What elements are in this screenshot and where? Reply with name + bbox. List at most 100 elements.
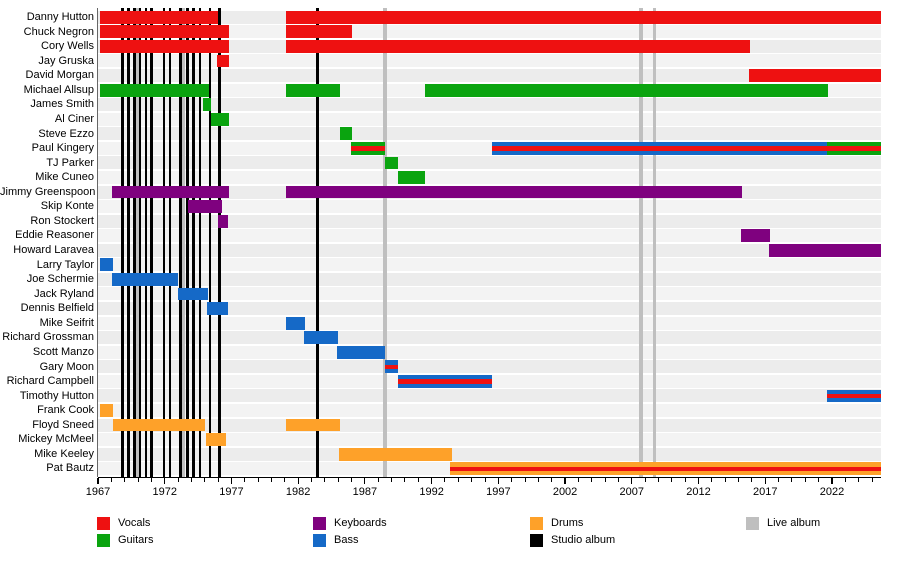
axis-minor-tick [684, 477, 686, 482]
axis-major-tick [297, 477, 299, 484]
axis-major-tick [697, 477, 700, 484]
axis-minor-tick [617, 477, 619, 482]
member-bar-stripe [826, 393, 881, 399]
row-stripe [98, 447, 881, 461]
row-stripe [98, 54, 881, 68]
member-label: Mike Keeley [34, 447, 94, 460]
row-stripe [98, 331, 881, 345]
member-label: Howard Laravea [13, 244, 94, 256]
member-bar [424, 83, 828, 97]
member-bar-stripe [398, 379, 492, 384]
member-label: Chuck Negron [23, 25, 94, 38]
member-label: Steve Ezzo [38, 127, 94, 140]
axis-minor-tick [604, 477, 606, 482]
row-stripe [98, 345, 881, 359]
member-label: Michael Allsup [23, 83, 94, 96]
legend-swatch-live [746, 517, 759, 530]
row-stripe [98, 214, 881, 228]
axis-minor-tick [444, 477, 446, 482]
row-stripe [98, 170, 881, 184]
row-stripe [98, 243, 881, 257]
axis-minor-tick [724, 477, 726, 482]
axis-tick-label: 2022 [819, 485, 845, 498]
axis-minor-tick [124, 477, 126, 482]
member-bar [741, 229, 770, 243]
row-stripe [98, 200, 881, 214]
legend-swatch-keyboards [313, 517, 326, 530]
row-stripe [98, 69, 881, 82]
axis-minor-tick [751, 477, 753, 482]
member-label: Timothy Hutton [19, 389, 94, 402]
axis-tick-label: 2007 [619, 485, 645, 498]
axis-minor-tick [778, 477, 780, 482]
member-bar [286, 418, 341, 432]
axis-minor-tick [524, 477, 526, 482]
member-bar [100, 10, 219, 24]
member-label: Frank Cook [37, 404, 94, 417]
member-label: Floyd Sneed [32, 418, 94, 431]
studio-album-line [192, 8, 195, 477]
axis-minor-tick [551, 477, 553, 482]
member-label: Richard Grossman [2, 331, 94, 344]
member-bar [206, 302, 229, 315]
member-label: Al Ciner [54, 112, 94, 125]
row-stripe [98, 418, 881, 432]
member-label: Paul Kingery [31, 142, 94, 155]
studio-album-line [144, 8, 148, 477]
member-bar-stripe [826, 146, 881, 151]
member-bar [100, 258, 113, 272]
studio-album-line [150, 8, 153, 477]
axis-tick-label: 1982 [285, 485, 311, 498]
legend-swatch-drums [530, 517, 543, 530]
studio-album-line [198, 8, 202, 477]
axis-minor-tick [351, 477, 353, 482]
member-bar [304, 331, 339, 345]
axis-minor-tick [804, 477, 806, 482]
row-stripe [98, 287, 881, 301]
studio-album-line [316, 8, 319, 477]
axis-minor-tick [457, 477, 459, 482]
axis-tick-label: 1977 [219, 485, 244, 498]
studio-album-line [162, 8, 166, 477]
row-stripe [98, 302, 881, 315]
member-bar [112, 185, 229, 199]
axis-minor-tick [177, 477, 179, 482]
axis-minor-tick [858, 477, 860, 482]
member-bar [749, 69, 881, 82]
axis-major-tick [97, 477, 99, 484]
row-stripe [98, 258, 881, 272]
axis-minor-tick [190, 477, 192, 482]
row-stripe [98, 360, 881, 374]
member-bar [206, 433, 227, 446]
row-stripe [98, 403, 881, 417]
axis-minor-tick [137, 477, 139, 482]
member-bar [338, 447, 452, 461]
axis-minor-tick [404, 477, 406, 482]
member-bar [336, 345, 385, 359]
axis-minor-tick [150, 477, 152, 482]
member-label: Gary Moon [39, 360, 94, 373]
row-stripe [98, 433, 881, 447]
member-bar [398, 171, 425, 184]
member-label: James Smith [30, 98, 94, 111]
member-label: Scott Manzo [32, 345, 94, 358]
axis-major-tick [497, 477, 499, 484]
row-stripe [98, 272, 881, 286]
axis-tick-label: 1997 [486, 485, 511, 498]
member-bar [286, 25, 353, 39]
member-bar [112, 418, 205, 432]
axis-major-tick [564, 477, 566, 484]
member-label: Eddie Reasoner [15, 229, 94, 242]
axis-minor-tick [818, 477, 820, 482]
axis-minor-tick [270, 477, 272, 482]
axis-major-tick [631, 477, 633, 484]
axis-minor-tick [657, 477, 659, 482]
member-label: Mike Seifrit [39, 316, 94, 329]
axis-minor-tick [311, 477, 313, 482]
member-bar-stripe [491, 146, 827, 151]
axis-minor-tick [537, 477, 539, 482]
member-label: Ron Stockert [30, 214, 94, 227]
axis-minor-tick [391, 477, 393, 482]
member-bar [188, 200, 223, 213]
